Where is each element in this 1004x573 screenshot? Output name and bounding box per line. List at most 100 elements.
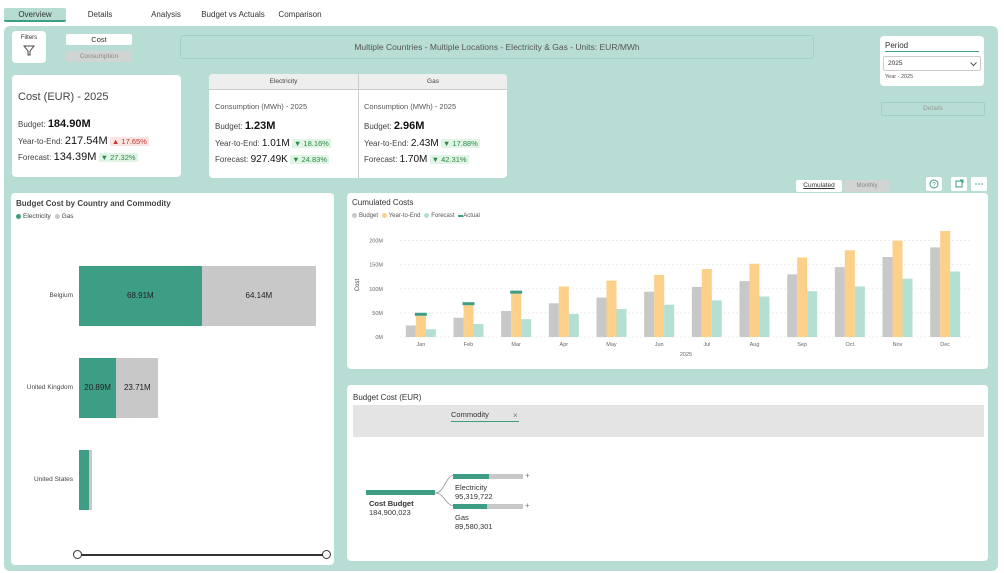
bar-budget xyxy=(691,286,702,337)
tab-analysis[interactable]: Analysis xyxy=(151,10,181,19)
cost-kpi-card: Cost (EUR) - 2025 Budget: 184.90M Year-t… xyxy=(12,75,181,177)
cost-ytd-row: Year-to-End: 217.54M ▲ 17.65% xyxy=(18,135,149,147)
commodity-filter-label[interactable]: Commodity xyxy=(451,410,489,419)
x-axis-label: 2025 xyxy=(680,352,692,358)
bar-budget xyxy=(644,291,655,337)
x-tick-label: Jul xyxy=(703,342,710,348)
bar-year-to-end xyxy=(606,280,617,337)
gas-node-bar[interactable] xyxy=(453,504,523,509)
bar-budget xyxy=(834,267,845,337)
gas-forecast-delta: ▼ 42.31% xyxy=(429,155,469,164)
bar-year-to-end xyxy=(558,286,569,337)
electricity-node-bar[interactable] xyxy=(453,474,523,479)
tab-comparison[interactable]: Comparison xyxy=(278,10,322,19)
bar-electricity[interactable] xyxy=(79,450,89,510)
x-tick-label: Nov xyxy=(893,342,903,348)
electricity-ytd-label: Year-to-End: xyxy=(215,139,260,148)
cost-forecast-label: Forecast: xyxy=(18,153,52,162)
bar-gas[interactable] xyxy=(88,450,92,510)
bar-forecast xyxy=(521,319,532,337)
bar-budget xyxy=(453,317,464,337)
scrollbar-start-handle[interactable] xyxy=(73,550,82,559)
help-icon[interactable]: ? xyxy=(926,177,942,191)
electricity-budget-label: Budget: xyxy=(215,122,243,131)
bar-year-to-end xyxy=(701,269,712,337)
bar-budget xyxy=(882,257,893,337)
bar-budget xyxy=(930,247,941,337)
root-bar[interactable] xyxy=(366,490,435,495)
cost-ytd-delta: ▲ 17.65% xyxy=(109,137,149,146)
bar-forecast xyxy=(711,300,722,337)
bar-forecast xyxy=(759,296,770,337)
bar-budget xyxy=(501,310,512,337)
cumulated-toggle-button[interactable]: Cumulated xyxy=(796,180,842,192)
details-button[interactable]: Details xyxy=(881,102,985,116)
expand-icon[interactable] xyxy=(951,177,967,191)
bar-forecast xyxy=(950,271,961,337)
gas-budget-value: 2.96M xyxy=(393,120,425,132)
bar-forecast xyxy=(807,291,818,337)
period-underline xyxy=(885,51,979,52)
y-tick-label: 0M xyxy=(375,335,383,341)
page-title: Multiple Countries - Multiple Locations … xyxy=(180,35,814,59)
expand-plus-icon[interactable]: + xyxy=(525,471,530,480)
expand-plus-icon[interactable]: + xyxy=(525,501,530,510)
cost-budget-row: Budget: 184.90M xyxy=(18,118,91,130)
cost-toggle-button[interactable]: Cost xyxy=(66,34,132,45)
close-icon[interactable]: × xyxy=(513,411,518,420)
electricity-title: Consumption (MWh) - 2025 xyxy=(215,102,308,111)
monthly-toggle-button[interactable]: Monthly xyxy=(844,180,890,192)
x-tick-label: Aug xyxy=(750,342,760,348)
cost-forecast-delta: ▼ 27.32% xyxy=(98,153,138,162)
bar-year-to-end xyxy=(797,257,808,337)
filters-button[interactable]: Filters xyxy=(12,31,46,63)
bar-budget xyxy=(405,325,416,337)
budget-by-country-legend: Electricity Gas xyxy=(16,213,74,220)
electricity-forecast-label: Forecast: xyxy=(215,155,249,164)
bar-gas[interactable]: 23.71M xyxy=(116,358,159,418)
bar-year-to-end xyxy=(940,231,951,337)
period-slicer: Period 2025 Year - 2025 xyxy=(880,36,984,86)
bar-year-to-end xyxy=(654,274,665,337)
cost-budget-value: 184.90M xyxy=(47,118,91,130)
gas-forecast-value: 1.70M xyxy=(399,154,428,165)
tab-overview[interactable]: Overview xyxy=(4,8,66,22)
legend-forecast-swatch xyxy=(424,213,430,218)
electricity-ytd-value: 1.01M xyxy=(261,138,290,149)
decomp-filter-bar: Commodity × xyxy=(353,405,984,437)
consumption-toggle-button[interactable]: Consumption xyxy=(66,51,132,62)
electricity-ytd-row: Year-to-End: 1.01M ▼ 18.16% xyxy=(215,138,331,149)
y-tick-label: 50M xyxy=(372,311,383,317)
cumulated-costs-title: Cumulated Costs xyxy=(352,198,414,207)
electricity-header: Electricity xyxy=(269,78,298,85)
legend-gas-label: Gas xyxy=(61,213,74,220)
electricity-budget-value: 1.23M xyxy=(244,120,276,132)
horizontal-scrollbar[interactable] xyxy=(77,554,327,556)
bar-forecast xyxy=(425,329,436,337)
report-canvas: Filters Cost Consumption Multiple Countr… xyxy=(4,26,998,571)
consumption-kpi-card: Electricity Gas Consumption (MWh) - 2025… xyxy=(209,74,507,178)
gas-ytd-label: Year-to-End: xyxy=(364,139,409,148)
legend-forecast-label: Forecast xyxy=(431,213,455,220)
cost-card-title: Cost (EUR) - 2025 xyxy=(18,91,109,103)
bar-electricity[interactable]: 20.89M xyxy=(79,358,117,418)
root-label: Cost Budget xyxy=(369,499,414,508)
country-label: Belgium xyxy=(49,292,73,299)
bar-year-to-end xyxy=(749,263,760,337)
bar-electricity[interactable]: 68.91M xyxy=(79,266,202,326)
gas-budget-label: Budget: xyxy=(364,122,392,131)
period-dropdown[interactable]: 2025 xyxy=(883,56,981,71)
legend-ytd-label: Year-to-End xyxy=(388,213,421,220)
bar-gas[interactable]: 64.14M xyxy=(201,266,316,326)
bar-forecast xyxy=(568,313,579,337)
x-tick-label: Jun xyxy=(655,342,664,348)
tab-budget-vs-actuals[interactable]: Budget vs Actuals xyxy=(201,10,265,19)
electricity-node-fill xyxy=(453,474,490,479)
gas-title: Consumption (MWh) - 2025 xyxy=(364,102,457,111)
x-tick-label: Mar xyxy=(511,342,521,348)
report-tab-bar: Overview Details Analysis Budget vs Actu… xyxy=(0,0,1004,24)
more-icon[interactable] xyxy=(971,177,987,191)
legend-gas-swatch xyxy=(54,213,60,219)
tab-details[interactable]: Details xyxy=(87,10,113,19)
scrollbar-end-handle[interactable] xyxy=(322,550,331,559)
